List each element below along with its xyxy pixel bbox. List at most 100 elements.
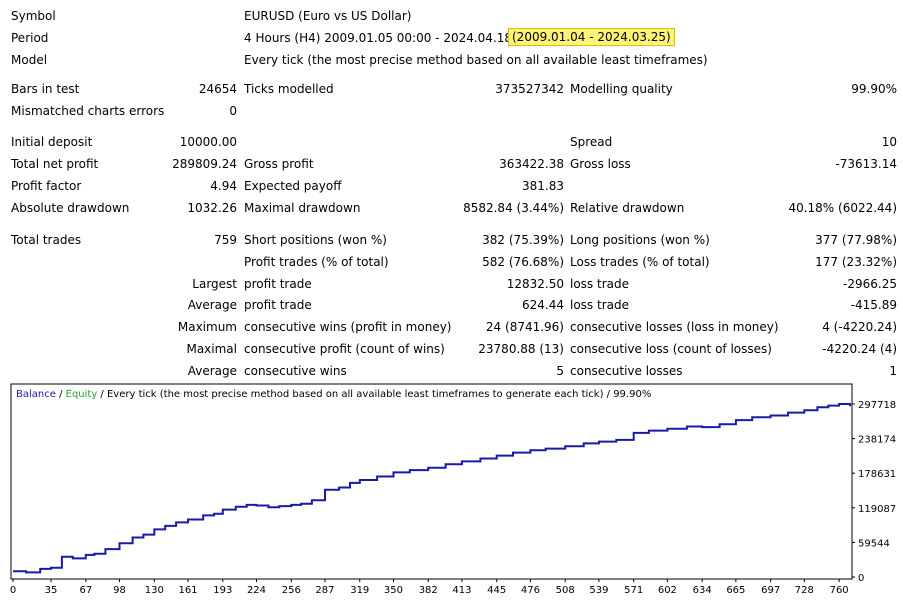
x-axis: 0 35 67 98 130 161 193 224 256 287 319 350 382 413 445… <box>10 579 849 596</box>
average-consecutive-losses-value: 1 <box>889 364 897 378</box>
maximal-consecutive-profit-value: 23780.88 (13) <box>478 342 564 356</box>
profit-factor-value: 4.94 <box>210 179 237 193</box>
balance-chart: Balance / Equity / Every tick (the most … <box>10 383 896 596</box>
legend-equity: Equity <box>66 389 98 400</box>
chart-legend: Balance / Equity / Every tick (the most … <box>16 389 651 400</box>
period-label: Period <box>11 31 49 45</box>
maximal-consecutive-loss-value: -4220.24 (4) <box>822 342 897 356</box>
largest-loss-trade-label: loss trade <box>570 277 629 291</box>
largest-profit-trade-value: 12832.50 <box>506 277 564 291</box>
x-tick-label: 224 <box>247 585 266 596</box>
largest-profit-trade-label: profit trade <box>244 277 312 291</box>
x-tick-label: 728 <box>795 585 814 596</box>
x-tick-label: 571 <box>624 585 643 596</box>
model-label: Model <box>11 53 48 67</box>
y-tick-label: 0 <box>858 573 864 584</box>
long-positions-value: 377 (77.98%) <box>815 233 897 247</box>
y-tick-label: 59544 <box>858 538 890 549</box>
ticks-value: 373527342 <box>495 82 564 96</box>
symbol-value: EURUSD (Euro vs US Dollar) <box>244 9 412 23</box>
period-value: 4 Hours (H4) 2009.01.05 00:00 - 2024.04.… <box>244 31 551 45</box>
legend-description: / Every tick (the most precise method ba… <box>97 389 651 400</box>
quality-value: 99.90% <box>851 82 897 96</box>
quality-label: Modelling quality <box>570 82 673 96</box>
net-profit-value: 289809.24 <box>172 157 237 171</box>
deposit-label: Initial deposit <box>11 135 93 149</box>
average-consecutive-wins-value: 5 <box>556 364 564 378</box>
ticks-label: Ticks modelled <box>244 82 334 96</box>
mismatch-label: Mismatched charts errors <box>11 104 165 118</box>
maximal-drawdown-value: 8582.84 (3.44%) <box>463 201 564 215</box>
average-consecutive-label: Average <box>187 364 237 378</box>
short-positions-value: 382 (75.39%) <box>482 233 564 247</box>
net-profit-label: Total net profit <box>11 157 99 171</box>
chart-frame <box>10 383 853 580</box>
bars-label: Bars in test <box>11 82 80 96</box>
symbol-label: Symbol <box>11 9 56 23</box>
legend-separator: / <box>56 389 66 400</box>
expected-payoff-label: Expected payoff <box>244 179 342 193</box>
x-tick-label: 98 <box>113 585 126 596</box>
gross-profit-label: Gross profit <box>244 157 314 171</box>
x-tick-label: 287 <box>315 585 334 596</box>
average-loss-trade-value: -415.89 <box>850 298 897 312</box>
y-tick-label: 238174 <box>858 435 896 446</box>
loss-trades-value: 177 (23.32%) <box>815 255 897 269</box>
x-tick-label: 760 <box>830 585 849 596</box>
absolute-drawdown-value: 1032.26 <box>187 201 237 215</box>
gross-loss-label: Gross loss <box>570 157 631 171</box>
x-tick-label: 634 <box>693 585 712 596</box>
average-loss-trade-label: loss trade <box>570 298 629 312</box>
maximal-label: Maximal <box>186 342 237 356</box>
max-consecutive-losses-value: 4 (-4220.24) <box>822 320 897 334</box>
x-tick-label: 476 <box>521 585 540 596</box>
mismatch-value: 0 <box>229 104 237 118</box>
profit-factor-label: Profit factor <box>11 179 82 193</box>
x-tick-label: 0 <box>10 585 16 596</box>
period-highlight: (2009.01.04 - 2024.03.25) <box>508 28 675 46</box>
x-tick-label: 130 <box>145 585 164 596</box>
max-consecutive-losses-label: consecutive losses (loss in money) <box>570 320 779 334</box>
profit-trades-value: 582 (76.68%) <box>482 255 564 269</box>
x-tick-label: 665 <box>726 585 745 596</box>
maximal-consecutive-profit-label: consecutive profit (count of wins) <box>244 342 445 356</box>
x-tick-label: 539 <box>589 585 608 596</box>
y-tick-label: 119087 <box>858 504 896 515</box>
max-consecutive-wins-label: consecutive wins (profit in money) <box>244 320 452 334</box>
spread-value: 10 <box>881 135 897 149</box>
deposit-value: 10000.00 <box>179 135 237 149</box>
total-trades-value: 759 <box>214 233 237 247</box>
x-tick-label: 256 <box>282 585 301 596</box>
largest-loss-trade-value: -2966.25 <box>843 277 897 291</box>
maximal-drawdown-label: Maximal drawdown <box>244 201 361 215</box>
x-tick-label: 697 <box>761 585 780 596</box>
x-tick-label: 508 <box>556 585 575 596</box>
maximum-label: Maximum <box>177 320 237 334</box>
model-value: Every tick (the most precise method base… <box>244 53 708 67</box>
average-consecutive-losses-label: consecutive losses <box>570 364 683 378</box>
x-tick-label: 413 <box>452 585 471 596</box>
expected-payoff-value: 381.83 <box>522 179 564 193</box>
plot-area <box>13 403 851 574</box>
x-tick-label: 445 <box>487 585 506 596</box>
legend-balance: Balance <box>16 389 56 400</box>
spread-label: Spread <box>570 135 613 149</box>
loss-trades-label: Loss trades (% of total) <box>570 255 710 269</box>
x-tick-label: 319 <box>350 585 369 596</box>
average-profit-trade-value: 624.44 <box>522 298 564 312</box>
x-tick-label: 35 <box>45 585 58 596</box>
largest-label: Largest <box>192 277 237 291</box>
gross-profit-value: 363422.38 <box>499 157 564 171</box>
y-tick-label: 178631 <box>858 469 896 480</box>
x-tick-label: 193 <box>213 585 232 596</box>
average-profit-trade-label: profit trade <box>244 298 312 312</box>
maximal-consecutive-loss-label: consecutive loss (count of losses) <box>570 342 772 356</box>
average-label: Average <box>187 298 237 312</box>
y-tick-label: 297718 <box>858 400 896 411</box>
average-consecutive-wins-label: consecutive wins <box>244 364 347 378</box>
bars-value: 24654 <box>198 82 237 96</box>
gross-loss-value: -73613.14 <box>835 157 897 171</box>
max-consecutive-wins-value: 24 (8741.96) <box>485 320 564 334</box>
relative-drawdown-value: 40.18% (6022.44) <box>788 201 897 215</box>
absolute-drawdown-label: Absolute drawdown <box>11 201 130 215</box>
